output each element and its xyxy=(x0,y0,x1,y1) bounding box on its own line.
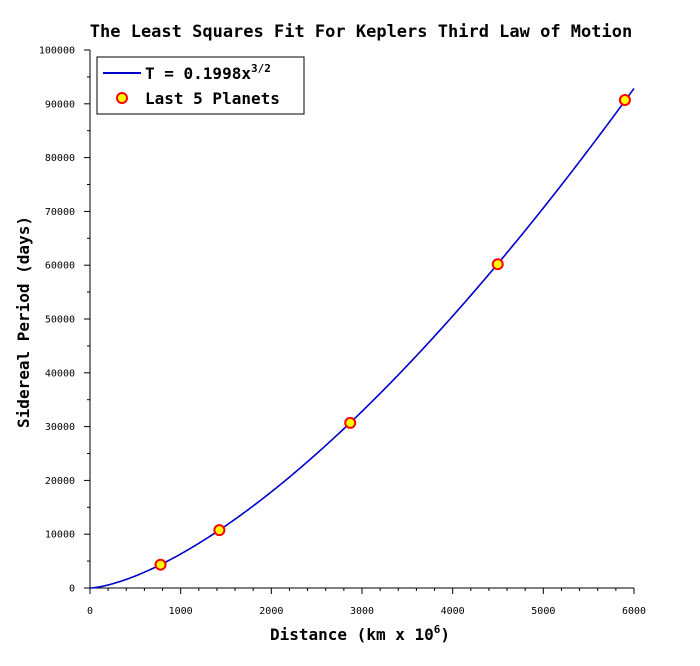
y-tick-label: 10000 xyxy=(45,530,75,541)
planet-point xyxy=(344,416,357,429)
y-tick-label: 0 xyxy=(69,584,75,595)
x-axis-label: Distance (km x 106) xyxy=(270,623,450,644)
legend-marker-swatch xyxy=(116,92,128,104)
y-tick-label: 40000 xyxy=(45,368,75,379)
planet-point xyxy=(213,524,226,537)
y-tick-label: 50000 xyxy=(45,315,75,326)
x-tick-label: 3000 xyxy=(350,606,374,617)
y-ticks: 0 10000 20000 30000 40000 50000 60000 70000 8000… xyxy=(39,46,90,595)
x-tick-label: 5000 xyxy=(531,606,555,617)
x-axis-label-end: ) xyxy=(440,625,450,644)
y-tick-label: 100000 xyxy=(39,46,75,57)
y-tick-label: 90000 xyxy=(45,99,75,110)
x-axis-label-main: Distance (km x 10 xyxy=(270,625,434,644)
legend: T = 0.1998x3/2 Last 5 Planets xyxy=(96,56,305,115)
x-tick-label: 2000 xyxy=(259,606,283,617)
x-tick-label: 4000 xyxy=(441,606,465,617)
x-tick-label: 1000 xyxy=(169,606,193,617)
y-tick-label: 80000 xyxy=(45,153,75,164)
legend-fit-sup: 3/2 xyxy=(251,62,271,75)
y-axis-label: Sidereal Period (days) xyxy=(14,216,33,428)
legend-entry-fit: T = 0.1998x3/2 xyxy=(145,62,271,83)
plot-area xyxy=(89,87,635,589)
chart-title: The Least Squares Fit For Keplers Third … xyxy=(90,22,632,42)
legend-box xyxy=(96,56,305,115)
legend-fit-label: T = 0.1998x xyxy=(145,64,251,83)
y-tick-label: 60000 xyxy=(45,261,75,272)
planet-point xyxy=(618,94,631,107)
x-tick-label: 0 xyxy=(87,606,93,617)
x-ticks: 0 1000 2000 3000 4000 5000 6000 xyxy=(87,588,646,617)
x-axis-label-sup: 6 xyxy=(434,623,441,636)
planet-point xyxy=(491,258,504,271)
y-tick-label: 70000 xyxy=(45,207,75,218)
x-tick-label: 6000 xyxy=(622,606,646,617)
y-tick-label: 30000 xyxy=(45,422,75,433)
y-tick-label: 20000 xyxy=(45,476,75,487)
fit-curve-line xyxy=(89,87,635,589)
planet-point xyxy=(154,558,167,571)
legend-entry-planets: Last 5 Planets xyxy=(145,89,280,108)
